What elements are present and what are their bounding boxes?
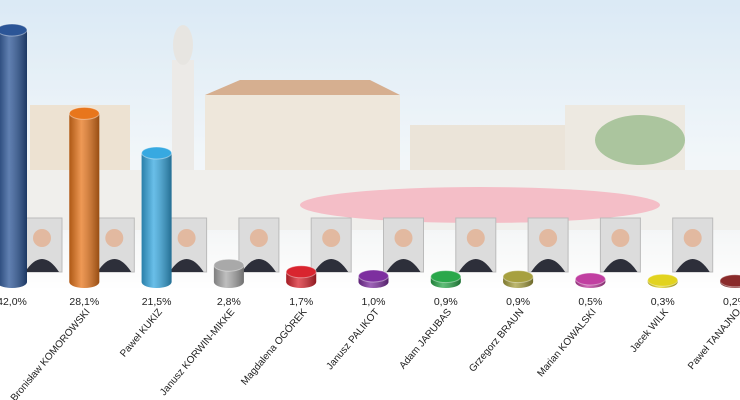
candidate-photo [310,217,352,273]
bar [574,272,606,288]
bar-top [141,146,173,160]
candidate-photo [672,217,714,273]
candidate-photo [527,217,569,273]
value-label: 0,9% [434,296,458,308]
value-label: 21,5% [142,296,172,308]
photo-head [394,229,413,247]
value-label: 0,3% [651,296,675,308]
bar-top [68,106,100,120]
candidate-photo [93,217,135,273]
candidate-photo [21,217,63,273]
bar-top [647,273,679,287]
bar [141,146,173,288]
value-label: 1,7% [289,296,313,308]
photo-body [531,259,566,272]
bar [285,265,317,288]
bar-shade [69,113,100,289]
photo-head [611,229,630,247]
bar [0,23,28,288]
bar-top [358,269,389,283]
value-label: 0,9% [506,296,530,308]
candidate-photo [383,217,424,273]
bar-top [574,272,606,286]
photo-body [458,259,493,272]
value-label: 0,5% [578,296,602,308]
bar [68,106,100,289]
photo-head [539,229,558,247]
photo-head [105,229,124,247]
bar [358,269,389,288]
photo-body [241,259,276,272]
bar [502,270,534,288]
value-label: 0,2% [723,296,740,308]
candidate-photo [166,217,208,273]
photo-head [683,229,702,247]
bar [647,273,679,288]
bar [430,270,462,288]
bar-shade [213,265,244,288]
bar-top [285,265,317,279]
photo-body [314,259,349,272]
photo-body [25,259,59,272]
value-label: 1,0% [362,296,386,308]
bar [719,274,740,288]
bar-top [213,258,245,272]
value-label: 2,8% [217,296,241,308]
photo-body [169,259,204,272]
bar-top [719,274,740,288]
bar-top [0,23,28,37]
candidate-photo [238,217,280,273]
bar-shade [141,153,172,288]
bar-top [430,270,462,284]
label-area [0,290,740,400]
value-label: 28,1% [69,296,99,308]
photo-head [177,229,196,247]
candidate-photo [599,217,641,273]
photo-body [97,259,132,272]
candidate-photo [455,217,497,273]
photo-body [675,259,710,272]
photo-body [603,259,638,272]
photo-head [33,229,51,247]
photo-body [386,259,421,272]
bar-top [502,270,534,284]
bar [213,258,245,288]
photo-head [466,229,485,247]
bar-shade [0,30,27,288]
photo-head [322,229,341,247]
value-label: 42,0% [0,296,27,308]
photo-head [249,229,268,247]
